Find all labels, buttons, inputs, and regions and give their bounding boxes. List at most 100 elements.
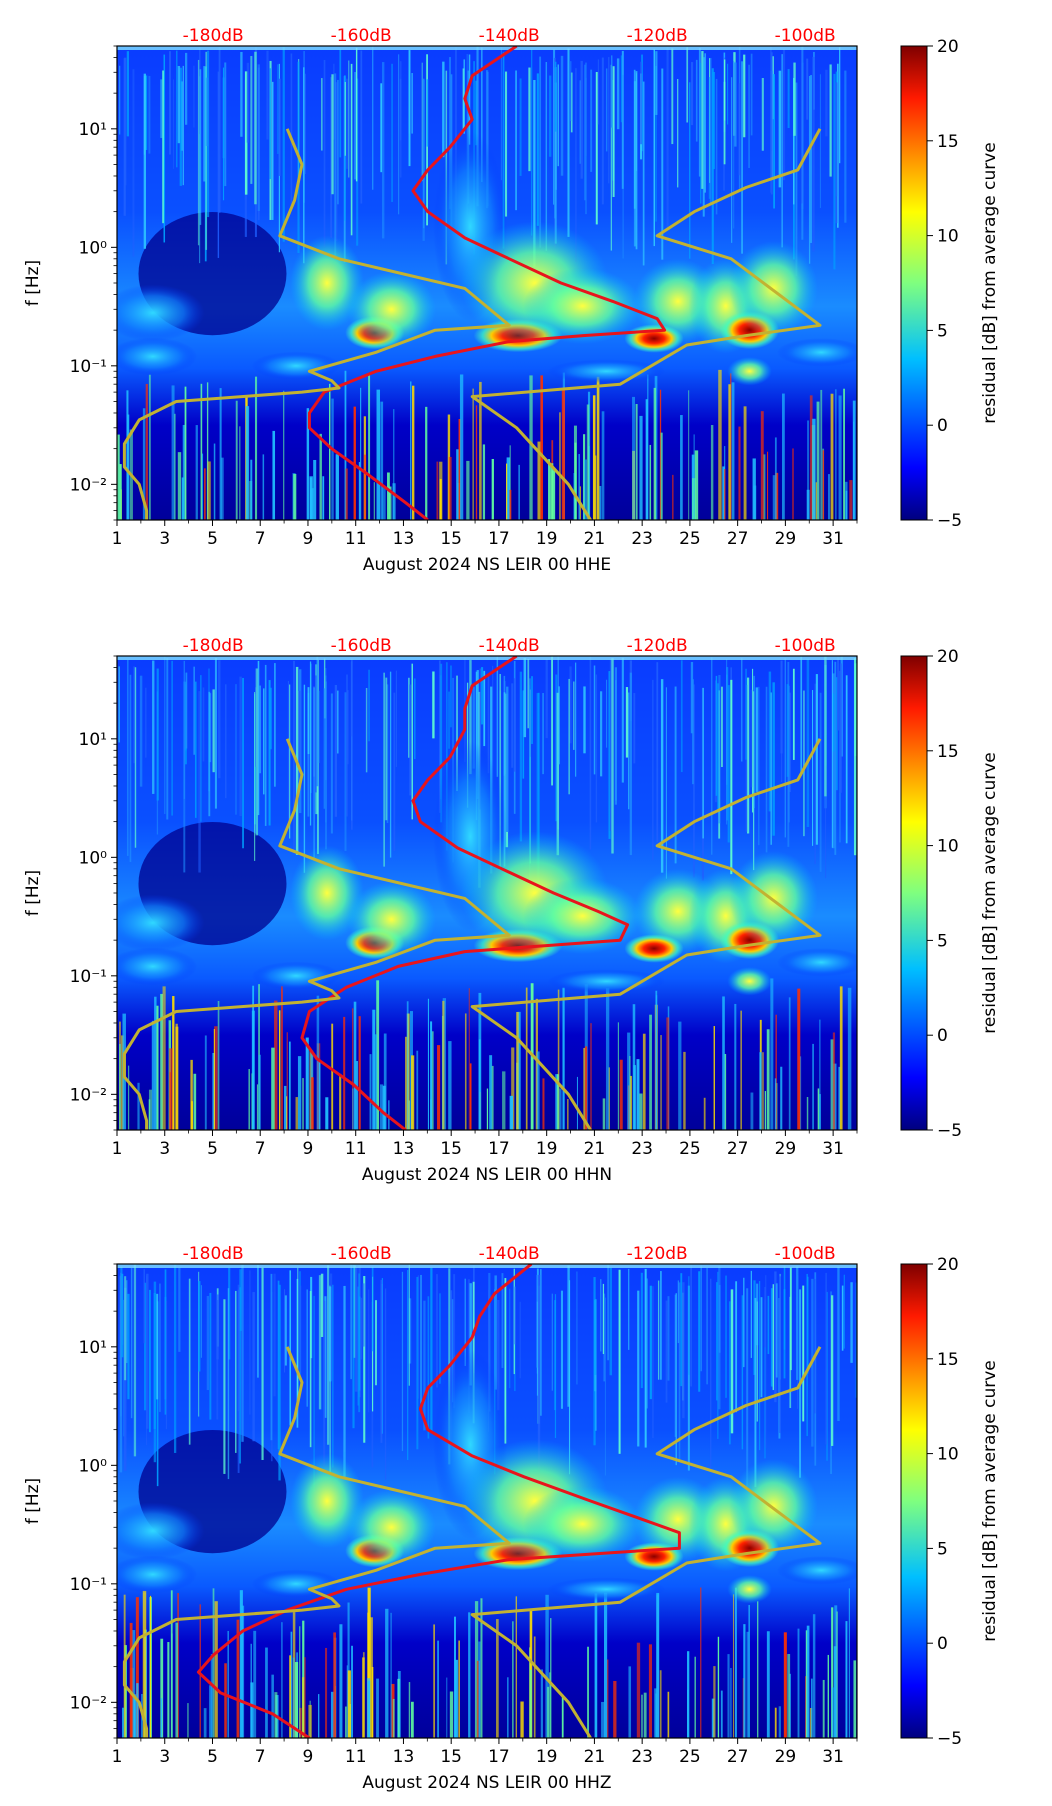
heatmap-spike bbox=[390, 1612, 392, 1738]
x-tick-label: 7 bbox=[255, 529, 266, 549]
heatmap-streak bbox=[786, 684, 789, 777]
heatmap-spike bbox=[239, 426, 241, 520]
heatmap-streak bbox=[568, 678, 570, 795]
heatmap-spike bbox=[799, 1056, 802, 1130]
heatmap-streak bbox=[708, 76, 711, 199]
heatmap-spike bbox=[265, 1647, 268, 1738]
heatmap-streak bbox=[399, 78, 402, 141]
x-tick-label: 9 bbox=[303, 1139, 314, 1159]
heatmap-streak bbox=[331, 74, 334, 195]
heatmap-streak bbox=[209, 1292, 212, 1420]
heatmap-spike bbox=[641, 1694, 643, 1738]
heatmap-storm bbox=[624, 1542, 684, 1571]
heatmap-streak bbox=[758, 1281, 761, 1451]
heatmap-streak bbox=[244, 71, 248, 195]
heatmap-storm bbox=[727, 1575, 772, 1604]
heatmap-streak bbox=[121, 1273, 124, 1358]
heatmap-spike bbox=[533, 1636, 536, 1738]
x-tick-label: 29 bbox=[775, 529, 797, 549]
heatmap-spike bbox=[200, 383, 203, 520]
heatmap-spike bbox=[836, 1611, 838, 1738]
heatmap-streak bbox=[554, 61, 557, 132]
heatmap-spike bbox=[250, 459, 253, 520]
heatmap-spike bbox=[713, 1026, 715, 1130]
heatmap-spike bbox=[411, 1055, 415, 1130]
heatmap-streak bbox=[628, 692, 630, 810]
heatmap-spike bbox=[848, 1588, 850, 1738]
heatmap-spike bbox=[517, 1011, 521, 1130]
heatmap-streak bbox=[717, 683, 719, 810]
heatmap-spike bbox=[372, 1009, 376, 1130]
heatmap-streak bbox=[321, 78, 323, 151]
heatmap-storm bbox=[117, 1555, 198, 1594]
heatmap-streak bbox=[523, 658, 527, 738]
heatmap-spike bbox=[150, 1595, 152, 1738]
heatmap-spike bbox=[136, 1683, 139, 1738]
heatmap-spike bbox=[639, 415, 643, 520]
heatmap-spike bbox=[724, 469, 726, 520]
heatmap-spike bbox=[289, 1655, 292, 1738]
colorbar-tick-label: 0 bbox=[937, 1634, 948, 1654]
heatmap-streak bbox=[144, 1282, 147, 1411]
heatmap-streak bbox=[408, 1298, 412, 1364]
heatmap-spike bbox=[601, 1701, 605, 1738]
heatmap-streak bbox=[171, 660, 173, 816]
heatmap-streak bbox=[715, 78, 718, 215]
heatmap-spike bbox=[656, 1592, 660, 1738]
heatmap-streak bbox=[287, 680, 289, 824]
heatmap-streak bbox=[584, 64, 586, 201]
heatmap-spike bbox=[344, 370, 347, 520]
heatmap-streak bbox=[567, 1265, 570, 1407]
heatmap-streak bbox=[810, 75, 812, 243]
heatmap-streak bbox=[337, 690, 339, 754]
heatmap-spike bbox=[750, 1092, 754, 1130]
heatmap-spike bbox=[636, 1059, 640, 1130]
heatmap-streak bbox=[701, 51, 704, 189]
heatmap-streak bbox=[126, 659, 129, 856]
heatmap-streak bbox=[350, 658, 353, 830]
heatmap-spike bbox=[289, 1041, 291, 1130]
heatmap-streak bbox=[172, 79, 174, 169]
heatmap-streak bbox=[575, 662, 577, 777]
heatmap-streak bbox=[756, 1283, 759, 1346]
heatmap-spike bbox=[787, 1654, 791, 1738]
colorbar bbox=[900, 1263, 928, 1739]
heatmap-streak bbox=[303, 684, 306, 873]
heatmap-streak bbox=[278, 78, 281, 176]
heatmap-streak bbox=[430, 1267, 433, 1432]
heatmap-streak bbox=[436, 1274, 438, 1388]
heatmap-streak bbox=[806, 658, 810, 828]
heatmap-streak bbox=[767, 1295, 770, 1355]
x-tick-label: 3 bbox=[159, 1747, 170, 1767]
heatmap-spike bbox=[660, 432, 663, 520]
colorbar-tick-label: −5 bbox=[937, 1729, 962, 1749]
heatmap-spike bbox=[127, 414, 130, 520]
heatmap-storm bbox=[729, 1459, 818, 1554]
heatmap-streak bbox=[808, 75, 811, 264]
heatmap-storm bbox=[251, 1569, 341, 1599]
heatmap-spike bbox=[722, 996, 725, 1130]
heatmap-spike bbox=[833, 1646, 837, 1738]
heatmap-spike bbox=[250, 1682, 254, 1738]
heatmap-spike bbox=[177, 452, 182, 520]
heatmap-spike bbox=[740, 1010, 742, 1130]
colorbar-tick-label: 5 bbox=[937, 931, 948, 951]
heatmap-streak bbox=[757, 686, 760, 846]
heatmap-streak bbox=[513, 1268, 516, 1375]
heatmap-streak bbox=[837, 1266, 840, 1421]
heatmap-spike bbox=[496, 1619, 499, 1738]
heatmap-streak bbox=[395, 670, 397, 767]
y-axis-label: f [Hz] bbox=[23, 260, 43, 306]
heatmap-streak bbox=[601, 57, 604, 205]
heatmap-spike bbox=[235, 400, 238, 520]
heatmap-spike bbox=[792, 448, 794, 520]
heatmap-storm bbox=[776, 338, 857, 367]
heatmap-streak bbox=[334, 73, 337, 256]
colorbar-label: residual [dB] from average curve bbox=[980, 142, 1000, 423]
heatmap-spike bbox=[184, 386, 187, 520]
x-tick-label: 5 bbox=[207, 529, 218, 549]
heatmap-streak bbox=[741, 61, 743, 254]
heatmap-spike bbox=[213, 1028, 215, 1130]
heatmap-spike bbox=[509, 445, 511, 520]
